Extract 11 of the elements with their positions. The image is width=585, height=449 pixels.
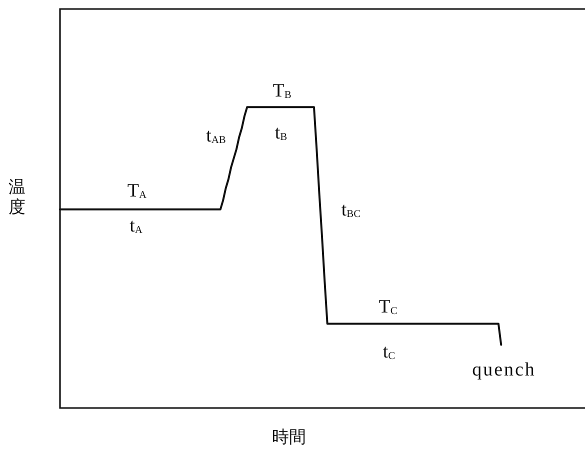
annotation: t$_{AB}$ xyxy=(206,126,226,146)
annotation: t$_{A}$ xyxy=(130,216,142,236)
annotation: t$_{B}$ xyxy=(274,122,288,144)
annotation: T$_{A}$ xyxy=(127,180,147,202)
annotation: t$_{BC}$ xyxy=(341,200,361,220)
annotation: T$_{C}$ xyxy=(378,296,398,318)
annotation: quench xyxy=(472,360,536,380)
y-axis-title: 温度 xyxy=(8,177,26,217)
x-axis-title: 時間 xyxy=(272,428,306,446)
annotation: t$_{C}$ xyxy=(382,342,396,362)
text: T$_{B}$ xyxy=(272,80,292,102)
